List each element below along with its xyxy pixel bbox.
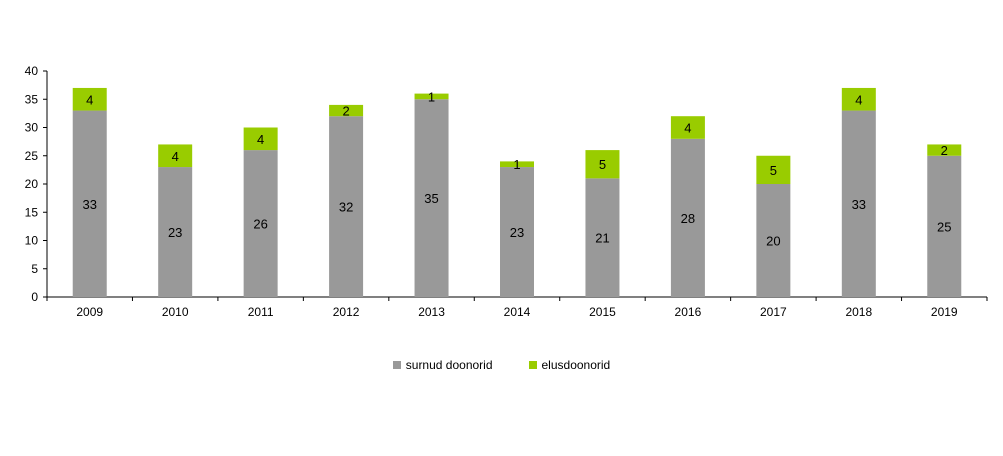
- y-tick-label: 25: [25, 149, 39, 163]
- x-tick-label: 2011: [248, 305, 274, 319]
- data-label: 5: [770, 163, 777, 178]
- y-tick-label: 30: [25, 121, 39, 135]
- bar-segment-elusdoonorid: [72, 87, 107, 111]
- bar-segment-surnud-doonorid: [500, 167, 534, 297]
- data-label: 2: [342, 104, 349, 119]
- bar-segment-elusdoonorid: [841, 87, 876, 111]
- x-tick-label: 2017: [760, 305, 787, 319]
- bar-segment-elusdoonorid: [670, 116, 705, 139]
- x-tick-label: 2016: [675, 305, 702, 319]
- legend-swatch-surnud-doonorid: [392, 361, 401, 369]
- data-label: 32: [339, 200, 353, 215]
- y-tick-label: 35: [25, 92, 39, 106]
- y-tick-label: 0: [31, 290, 38, 304]
- bar-segment-elusdoonorid: [927, 144, 962, 156]
- data-label: 25: [937, 219, 951, 234]
- data-label: 4: [684, 121, 691, 136]
- data-label: 33: [852, 197, 866, 212]
- data-label: 4: [855, 92, 862, 107]
- bar-segment-elusdoonorid: [329, 104, 364, 117]
- bar-segment-surnud-doonorid: [329, 116, 364, 297]
- bar-segment-elusdoonorid: [158, 144, 193, 168]
- bar-segment-elusdoonorid: [243, 127, 278, 151]
- bar-segment-surnud-doonorid: [756, 184, 791, 297]
- data-label: 1: [513, 157, 520, 172]
- y-tick-label: 40: [25, 64, 39, 78]
- data-label: 35: [424, 191, 438, 206]
- x-axis: 2009 2010 2011 2012 2013 2014 2015 2016 2017 2018…: [46, 296, 988, 319]
- bar-segment-surnud-doonorid: [158, 167, 193, 297]
- data-label: 28: [681, 211, 695, 226]
- bar-segment-surnud-doonorid: [243, 150, 278, 297]
- bar-segment-surnud-doonorid: [585, 178, 620, 297]
- x-tick-label: 2015: [589, 305, 616, 319]
- bar-segment-surnud-doonorid: [414, 99, 449, 297]
- data-label: 4: [257, 132, 264, 147]
- legend-label-surnud-doonorid: surnud doonorid: [405, 358, 493, 372]
- x-tick-label: 2018: [845, 305, 872, 319]
- bar-segment-elusdoonorid: [500, 161, 534, 168]
- x-tick-label: 2012: [333, 305, 360, 319]
- bar-segment-surnud-doonorid: [72, 110, 107, 297]
- x-tick-label: 2014: [504, 305, 531, 319]
- bar-segment-elusdoonorid: [585, 150, 620, 179]
- data-label: 4: [86, 92, 93, 107]
- y-tick-label: 15: [25, 205, 39, 219]
- data-label: 4: [172, 149, 179, 164]
- bar-segment-elusdoonorid: [414, 93, 449, 100]
- y-tick-label: 5: [31, 262, 38, 276]
- bar-segment-elusdoonorid: [756, 155, 791, 184]
- data-label: 5: [599, 157, 606, 172]
- bar-segment-surnud-doonorid: [927, 155, 962, 297]
- legend-swatch-elusdoonorid: [528, 361, 537, 369]
- data-label: 23: [168, 225, 182, 240]
- x-tick-label: 2019: [931, 305, 958, 319]
- legend-item-elusdoonorid: elusdoonorid: [528, 358, 611, 372]
- data-label: 33: [82, 197, 96, 212]
- legend-item-surnud-doonorid: surnud doonorid: [392, 358, 493, 372]
- legend-label-elusdoonorid: elusdoonorid: [541, 358, 611, 372]
- data-label: 20: [766, 234, 780, 249]
- data-label: 1: [428, 89, 435, 104]
- y-axis: 0 5 10 15 20 25 30 35 40: [25, 64, 48, 304]
- data-label: 2: [941, 143, 948, 158]
- data-label: 26: [253, 217, 267, 232]
- bar-segment-surnud-doonorid: [841, 110, 876, 297]
- x-tick-label: 2009: [76, 305, 103, 319]
- y-tick-label: 20: [25, 177, 39, 191]
- bars: 33 4 23 4 26 4 32 2 35 1 23 1 21 5 28 4 20 5 33 4 25 2: [72, 87, 962, 297]
- y-tick-label: 10: [25, 234, 39, 248]
- bar-segment-surnud-doonorid: [670, 138, 705, 297]
- legend: surnud doonorid elusdoonorid: [0, 358, 1003, 372]
- x-tick-label: 2010: [162, 305, 189, 319]
- x-tick-label: 2013: [418, 305, 445, 319]
- data-label: 21: [595, 231, 609, 246]
- data-label: 23: [510, 225, 524, 240]
